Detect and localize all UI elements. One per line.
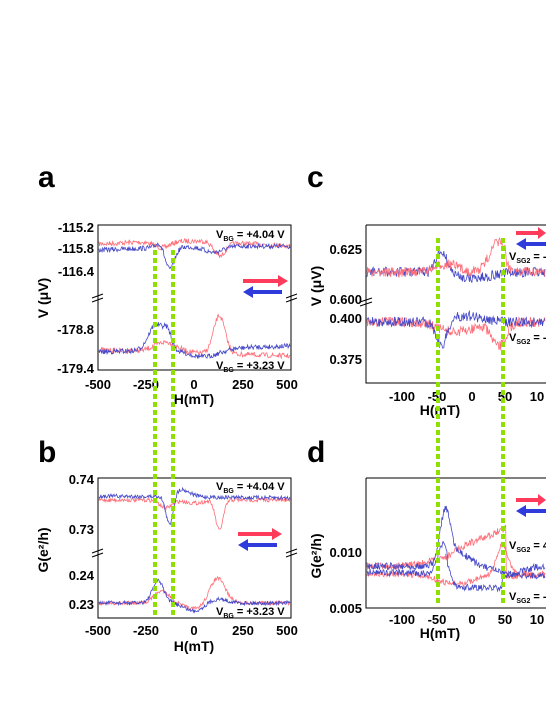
x-tick-label: -250	[133, 623, 159, 638]
blue-arrowhead	[238, 539, 248, 551]
y-tick-label: 0.24	[69, 568, 95, 583]
panel-c: 0.625 0.600 0.400 0.375 -100 -50 0 50 10…	[308, 224, 546, 418]
x-tick-label: 10	[530, 612, 544, 627]
y-tick-label: -178.8	[57, 322, 94, 337]
red-arrowhead	[538, 494, 546, 506]
annotation-vsg2-lower: VSG2 = -	[509, 332, 546, 346]
x-tick-label: -50	[428, 389, 447, 404]
panel-a-axis-break	[91, 293, 298, 303]
y-axis-label: V (μV)	[35, 278, 51, 318]
panel-b-frame	[97, 477, 292, 619]
x-axis-label: H(mT)	[174, 391, 214, 407]
annotation-vbg-upper: VBG = +4.04 V	[216, 229, 285, 243]
y-tick-label: 0.74	[69, 472, 95, 487]
x-tick-label: 500	[276, 623, 298, 638]
x-tick-label: -50	[428, 612, 447, 627]
trace-blue-lower	[366, 309, 546, 349]
trace-blue-lower	[98, 321, 291, 360]
y-tick-label: 0.23	[69, 597, 94, 612]
panel-c-frame	[365, 224, 546, 384]
x-axis-label: H(mT)	[420, 625, 460, 641]
legend-arrows	[516, 227, 546, 250]
x-axis-label: H(mT)	[174, 638, 214, 654]
x-tick-label: -100	[389, 389, 415, 404]
x-tick-label: -250	[133, 377, 159, 392]
red-arrowhead	[272, 528, 282, 540]
x-tick-label: 250	[232, 623, 254, 638]
y-axis-label: G(e²/h)	[35, 527, 51, 572]
panel-label-d: d	[307, 436, 325, 469]
x-tick-label: 50	[498, 612, 512, 627]
panel-a-frame	[97, 224, 292, 371]
y-tick-label: 0.375	[329, 352, 362, 367]
panel-a: -115.2 -115.8 -116.4 -178.8 -179.4 -500 …	[35, 220, 298, 407]
panel-b-traces	[98, 486, 291, 614]
panel-d: 0.010 0.005 -100 -50 0 50 10 H(mT) G(e²/…	[308, 477, 546, 641]
panel-c-traces	[366, 237, 546, 351]
annotation-vbg-lower: VBG = +3.23 V	[216, 360, 285, 374]
trace-blue-lower	[98, 578, 291, 614]
y-tick-label: -115.8	[58, 241, 94, 256]
x-tick-label: 0	[468, 612, 475, 627]
trace-blue-upper	[366, 505, 546, 578]
y-tick-label: 0.600	[329, 292, 362, 307]
panel-b: 0.74 0.73 0.24 0.23 -500 -250 0 250 500 …	[35, 472, 298, 654]
x-tick-label: 10	[530, 389, 544, 404]
blue-arrowhead	[516, 505, 526, 517]
annotation-vbg-upper: VBG = +4.04 V	[216, 481, 285, 495]
annotation-vsg2-upper: VSG2 = -	[509, 251, 546, 265]
trace-red-lower	[98, 313, 291, 360]
panel-label-a: a	[38, 161, 55, 194]
panel-c-axis-break	[359, 297, 373, 307]
x-tick-label: -500	[85, 623, 111, 638]
y-tick-label: 0.400	[329, 311, 362, 326]
trace-red-upper	[98, 496, 291, 530]
trace-blue-upper	[98, 242, 291, 270]
trace-red-upper	[366, 237, 546, 278]
x-tick-label: 500	[276, 377, 298, 392]
trace-blue-lower	[366, 540, 546, 593]
blue-arrowhead	[516, 238, 526, 250]
legend-arrows	[243, 275, 288, 298]
x-tick-label: 0	[468, 389, 475, 404]
y-axis-label: G(e²/h)	[308, 533, 324, 578]
y-tick-label: -116.4	[58, 264, 95, 279]
annotation-vsg2-upper: VSG2 = 4	[509, 540, 546, 554]
y-tick-label: -179.4	[57, 361, 95, 376]
switching-field-guides	[153, 238, 505, 615]
trace-blue-upper	[98, 486, 291, 526]
trace-red-lower	[98, 575, 291, 612]
legend-arrows	[516, 494, 546, 517]
legend-arrows	[238, 528, 282, 551]
x-tick-label: 0	[190, 623, 197, 638]
x-tick-label: -500	[85, 377, 111, 392]
annotation-vbg-lower: VBG = +3.23 V	[216, 606, 285, 620]
panel-b-axis-break	[91, 548, 298, 558]
x-tick-label: 250	[232, 377, 254, 392]
panel-label-b: b	[38, 436, 56, 469]
panel-d-frame	[365, 477, 546, 609]
y-axis-label: V (μV)	[308, 266, 324, 306]
red-arrowhead	[278, 275, 288, 287]
y-tick-label: 0.005	[329, 601, 362, 616]
y-tick-label: 0.73	[69, 522, 94, 537]
y-tick-label: -115.2	[58, 220, 94, 235]
red-arrowhead	[538, 227, 546, 239]
y-tick-label: 0.625	[329, 242, 362, 257]
x-tick-label: -100	[389, 612, 415, 627]
panel-label-c: c	[307, 161, 324, 194]
panel-d-traces	[366, 505, 546, 593]
panel-a-traces	[98, 238, 291, 360]
x-tick-label: 0	[190, 377, 197, 392]
y-tick-label: 0.010	[329, 545, 362, 560]
blue-arrowhead	[243, 286, 253, 298]
annotation-vsg2-lower: VSG2 = -	[509, 591, 546, 605]
